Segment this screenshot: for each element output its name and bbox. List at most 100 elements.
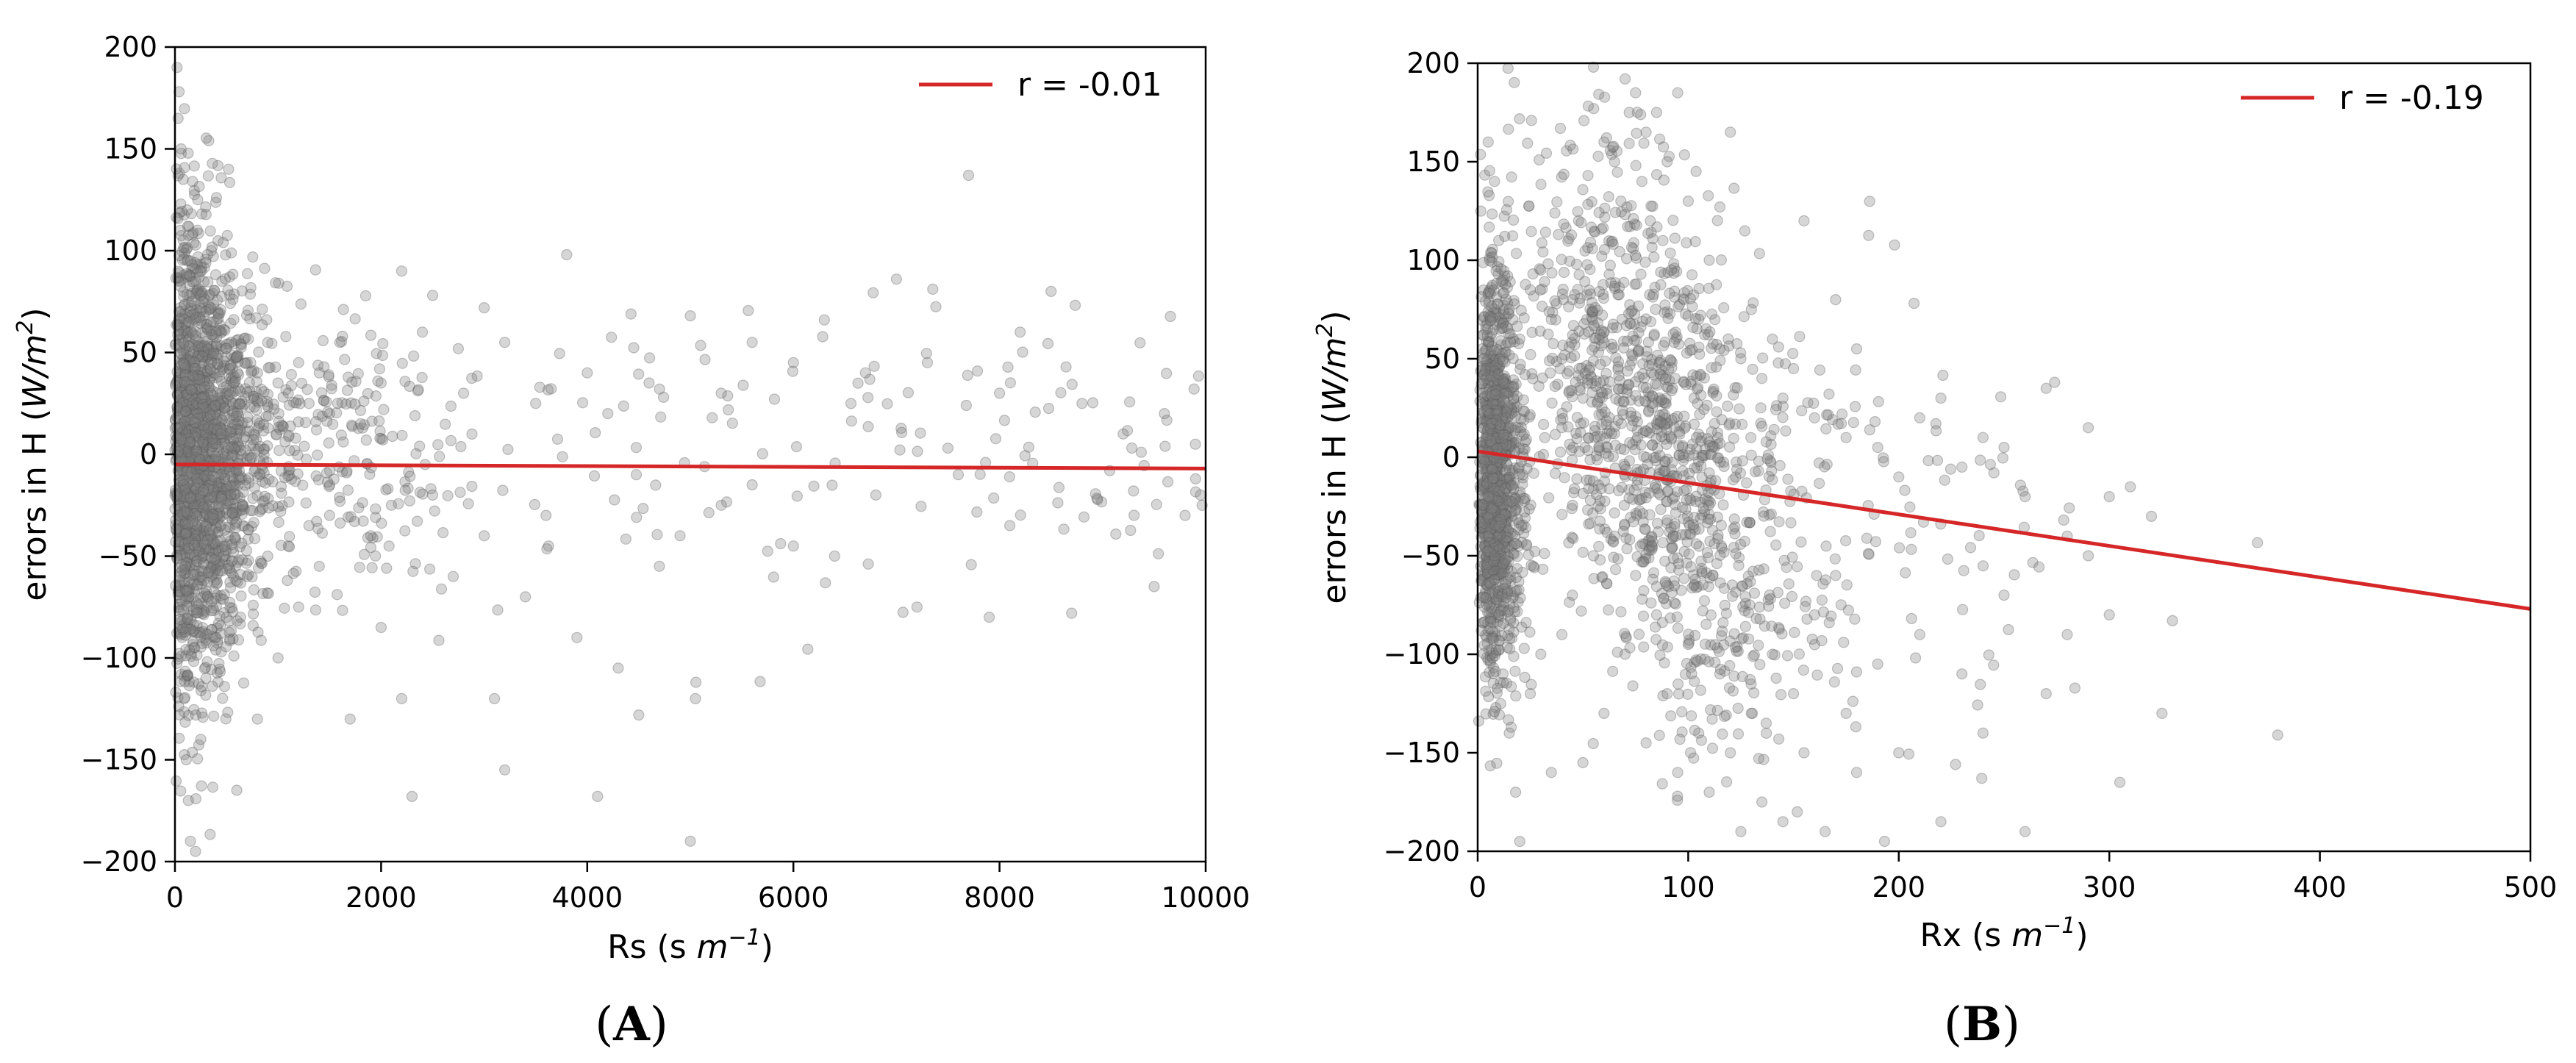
scatter-point: [983, 611, 995, 623]
scatter-point: [235, 424, 246, 436]
scatter-point: [1643, 359, 1655, 371]
scatter-point: [210, 574, 222, 586]
scatter-point: [1500, 204, 1512, 215]
scatter-point: [173, 545, 185, 557]
scatter-point: [176, 495, 188, 507]
scatter-point: [196, 780, 207, 792]
scatter-point: [212, 507, 224, 518]
scatter-point: [201, 389, 214, 401]
scatter-point: [1582, 445, 1594, 457]
scatter-point: [1609, 280, 1620, 292]
scatter-point: [212, 359, 223, 371]
scatter-point: [198, 473, 210, 486]
scatter-point: [227, 503, 239, 515]
scatter-point: [1611, 166, 1623, 178]
scatter-point: [248, 482, 260, 494]
scatter-point: [1672, 678, 1684, 690]
scatter-point: [196, 526, 208, 537]
scatter-point: [177, 474, 189, 487]
scatter-point: [235, 590, 247, 602]
scatter-point: [188, 189, 201, 201]
scatter-point: [1651, 483, 1663, 495]
scatter-point: [1678, 573, 1690, 584]
x-tick-label: 2000: [346, 881, 417, 914]
scatter-point: [1665, 562, 1677, 574]
scatter-point: [210, 451, 221, 462]
scatter-point: [232, 410, 245, 422]
scatter-point: [1937, 369, 1949, 382]
scatter-point: [1017, 346, 1028, 358]
scatter-point: [1958, 565, 1969, 576]
scatter-point: [181, 326, 193, 337]
scatter-point: [1499, 554, 1511, 566]
scatter-point: [185, 623, 196, 635]
scatter-point: [1537, 448, 1550, 460]
scatter-point: [1632, 300, 1645, 312]
scatter-point: [216, 468, 228, 479]
scatter-point: [1728, 628, 1740, 640]
scatter-point: [1015, 509, 1026, 521]
scatter-point: [1573, 362, 1585, 374]
scatter-point: [223, 163, 235, 175]
scatter-point: [1189, 473, 1201, 485]
scatter-point: [912, 445, 923, 457]
scatter-point: [181, 391, 193, 403]
scatter-point: [204, 473, 216, 485]
scatter-point: [210, 408, 222, 420]
scatter-point: [540, 509, 552, 521]
scatter-point: [862, 420, 874, 433]
scatter-point: [261, 314, 273, 326]
scatter-point: [971, 506, 983, 518]
scatter-point: [897, 606, 909, 618]
panel-label-a: (A): [595, 997, 668, 1052]
scatter-point: [1633, 344, 1645, 356]
scatter-point: [198, 550, 210, 562]
scatter-point: [337, 604, 348, 616]
scatter-point: [754, 676, 766, 687]
scatter-point: [225, 625, 237, 637]
scatter-point: [182, 242, 193, 254]
scatter-point: [230, 423, 242, 435]
scatter-point: [218, 681, 230, 692]
scatter-point: [1539, 276, 1550, 287]
scatter-point: [194, 306, 206, 318]
scatter-point: [1711, 215, 1723, 226]
scatter-point: [221, 563, 232, 575]
scatter-point: [206, 357, 218, 368]
scatter-point: [1633, 629, 1645, 640]
scatter-point: [217, 361, 229, 373]
scatter-point: [179, 423, 191, 436]
scatter-point: [189, 365, 201, 377]
scatter-point: [208, 604, 220, 617]
scatter-point: [210, 433, 222, 445]
scatter-point: [198, 293, 210, 305]
scatter-point: [207, 251, 219, 262]
scatter-point: [1484, 221, 1495, 233]
scatter-point: [988, 492, 1000, 504]
scatter-point: [1714, 201, 1726, 213]
scatter-point: [576, 397, 589, 409]
scatter-point: [209, 631, 221, 643]
scatter-point: [181, 401, 193, 414]
scatter-point: [612, 662, 624, 674]
scatter-point: [285, 379, 297, 392]
scatter-point: [204, 828, 216, 840]
scatter-point: [211, 493, 223, 505]
scatter-point: [1517, 493, 1530, 504]
scatter-point: [218, 382, 229, 393]
scatter-point: [826, 479, 838, 491]
scatter-point: [198, 632, 210, 644]
scatter-point: [1623, 492, 1635, 504]
scatter-point: [181, 670, 193, 681]
scatter-point: [174, 224, 186, 236]
scatter-point: [1793, 648, 1805, 660]
scatter-point: [232, 490, 243, 501]
scatter-point: [1536, 237, 1548, 248]
scatter-point: [1660, 577, 1672, 589]
scatter-point: [183, 430, 195, 443]
scatter-point: [1556, 509, 1568, 520]
scatter-point: [1002, 361, 1014, 373]
scatter-point: [232, 367, 243, 379]
scatter-point: [354, 562, 365, 573]
scatter-point: [1635, 439, 1647, 451]
